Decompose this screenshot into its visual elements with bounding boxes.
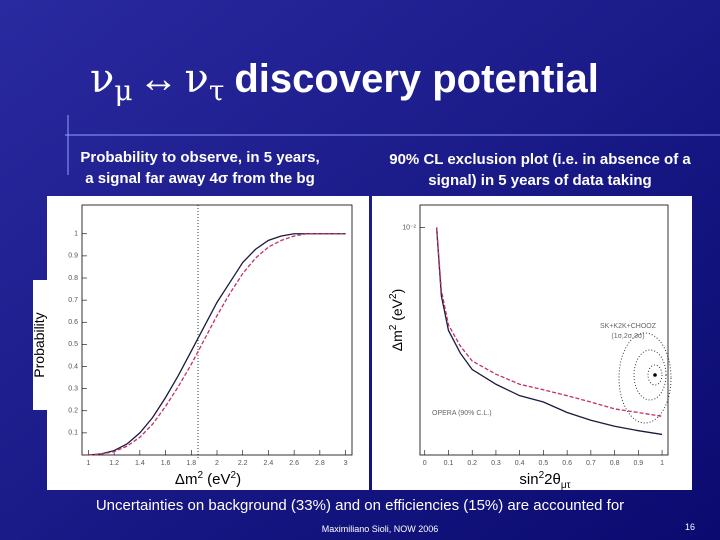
y-axis-label: Probability [31, 312, 47, 377]
note: Uncertainties on background (33%) and on… [96, 497, 624, 514]
annotation: (1σ,2σ,3σ) [611, 333, 644, 340]
x-tick-label: 1 [660, 460, 664, 467]
plot-background [372, 196, 692, 490]
x-tick-label: 0.3 [491, 460, 501, 467]
y-tick-label: 0.5 [68, 341, 78, 348]
x-axis-label: sin22θμτ [519, 470, 570, 491]
legend-label: OPERA (90% C.L.) [432, 410, 492, 417]
plot-frame [419, 204, 669, 456]
caption: a signal far away 4σ from the bg [85, 170, 315, 187]
y-tick-label: 0.6 [68, 319, 78, 326]
y-tick-label: 0.1 [68, 430, 78, 437]
x-tick-label: 1.8 [186, 460, 196, 467]
caption: 90% CL exclusion plot (i.e. in absence o… [389, 151, 691, 168]
x-tick-label: 3 [344, 460, 348, 467]
x-tick-label: 0.8 [610, 460, 620, 467]
y-tick-label: 10⁻² [402, 224, 416, 231]
x-tick-label: 2.4 [264, 460, 274, 467]
y-tick-label: 1 [74, 231, 78, 238]
curve [435, 227, 663, 436]
y-tick-label: 0.8 [68, 275, 78, 282]
x-tick-label: 1.4 [135, 460, 145, 467]
x-tick-label: 2.8 [315, 460, 325, 467]
curve [88, 233, 346, 456]
annotation: SK+K2K+CHOOZ [600, 323, 657, 330]
best-fit [653, 373, 657, 377]
x-tick-label: 0.4 [515, 460, 525, 467]
y-tick-label: 0.3 [68, 385, 78, 392]
page-number: 16 [685, 522, 695, 532]
label-background [33, 280, 49, 410]
x-tick-label: 0.1 [444, 460, 454, 467]
x-tick-label: 1.6 [161, 460, 171, 467]
y-axis-label: Δm2 (eV2) [388, 289, 405, 352]
y-tick-label: 0.7 [68, 297, 78, 304]
plot-background [47, 196, 369, 490]
x-tick-label: 0 [423, 460, 427, 467]
x-tick-label: 2 [215, 460, 219, 467]
curve [88, 233, 346, 456]
caption: signal) in 5 years of data taking [428, 172, 651, 189]
y-tick-label: 0.4 [68, 363, 78, 370]
x-tick-label: 0.5 [539, 460, 549, 467]
x-tick-label: 0.7 [586, 460, 596, 467]
x-axis-label: Δm2 (eV2) [175, 470, 241, 488]
x-tick-label: 0.2 [467, 460, 477, 467]
x-tick-label: 2.6 [289, 460, 299, 467]
author: Maximiliano Sioli, NOW 2006 [322, 524, 439, 534]
title: νμ ↔ ντ discovery potential [90, 56, 599, 107]
curve [435, 227, 663, 417]
x-tick-label: 1 [86, 460, 90, 467]
x-tick-label: 2.2 [238, 460, 248, 467]
caption: Probability to observe, in 5 years, [80, 149, 319, 166]
x-tick-label: 0.9 [633, 460, 643, 467]
x-tick-label: 0.6 [562, 460, 572, 467]
y-tick-label: 0.9 [68, 253, 78, 260]
contours [618, 332, 672, 424]
x-tick-label: 1.2 [109, 460, 119, 467]
y-tick-label: 0.2 [68, 408, 78, 415]
